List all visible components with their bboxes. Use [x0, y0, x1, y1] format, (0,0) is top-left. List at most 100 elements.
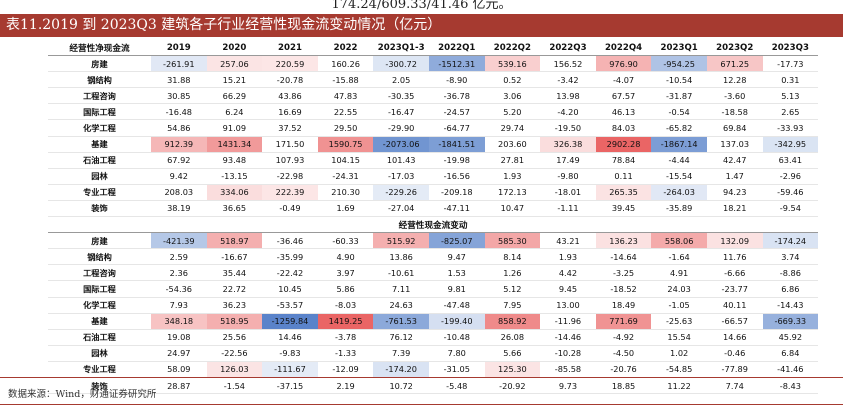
table-title: 表11.2019 到 2023Q3 建筑各子行业经营性现金流变动情况（亿元）: [0, 14, 843, 37]
data-row: 园林 24.97 -22.56 -9.83 -1.33 7.39 7.80 5.66 -10.2…: [48, 345, 819, 362]
cell: 91.09: [206, 119, 263, 137]
cell: -65.82: [651, 119, 707, 137]
data-row: 石油工程 19.08 25.56 14.46 -3.78 76.12 -10.48 26.08…: [48, 329, 819, 346]
column-header: 2022Q2: [484, 40, 541, 57]
cell: -3.25: [595, 264, 652, 282]
data-row: 基建 912.39 1431.34 171.50 1590.75 -2073.06 -184…: [48, 136, 819, 153]
cell: 6.86: [762, 280, 819, 298]
cell: -16.56: [428, 168, 485, 185]
cell: 39.45: [595, 200, 652, 218]
cell: -4.20: [540, 103, 596, 121]
cell: 5.86: [317, 280, 374, 298]
cell: 67.92: [151, 152, 207, 169]
cell: 16.69: [262, 103, 318, 121]
cell: 24.63: [373, 297, 429, 314]
cell: 6.24: [206, 103, 263, 121]
cell: -0.54: [651, 103, 707, 121]
cell: 136.23: [595, 232, 652, 250]
cell: 518.95: [206, 313, 263, 330]
cell: 208.03: [151, 184, 207, 201]
cell: -1.64: [651, 248, 707, 266]
cell: -5.48: [428, 377, 485, 395]
cell: 518.97: [206, 232, 263, 250]
cell: -20.78: [262, 71, 318, 89]
cell: 9.81: [428, 280, 485, 298]
cell: 1.93: [540, 248, 596, 266]
cell: -31.05: [428, 361, 485, 378]
cell: 10.45: [262, 280, 318, 298]
cell: 1.26: [484, 264, 541, 282]
cell: 67.57: [595, 87, 652, 105]
cell: 14.46: [262, 329, 318, 346]
cell: 203.60: [484, 136, 541, 153]
cell: 0.52: [484, 71, 541, 89]
cell: -47.48: [428, 297, 485, 314]
column-header: 2022Q1: [428, 40, 485, 57]
cell: -111.67: [262, 361, 318, 378]
section-row: 经营性现金流变动: [48, 216, 819, 234]
cell: 2902.28: [595, 136, 652, 153]
source: 数据来源：Wind，财通证券研究所: [8, 389, 157, 400]
cell: -10.61: [373, 264, 429, 282]
cell: -23.77: [706, 280, 763, 298]
cell: 5.66: [484, 345, 541, 362]
cell: 25.56: [206, 329, 263, 346]
cell: 7.95: [484, 297, 541, 314]
row-label: 工程咨询: [48, 87, 151, 105]
cell: 771.69: [595, 313, 652, 330]
cell: 9.73: [540, 377, 596, 395]
cell: 4.90: [317, 248, 374, 266]
row-label: 专业工程: [48, 184, 151, 201]
cell: -174.24: [762, 232, 819, 250]
cell: -421.39: [151, 232, 207, 250]
cell: 1419.25: [317, 313, 374, 330]
cell: -1512.31: [428, 55, 485, 73]
data-row: 园林 9.42 -13.15 -22.98 -24.31 -17.03 -16.56 1.93…: [48, 168, 819, 185]
cell: 35.44: [206, 264, 263, 282]
cell: -16.48: [151, 103, 207, 121]
top-fragment: 174.24/609.33/41.46 亿元。: [331, 0, 512, 12]
column-header: 2023Q3: [762, 40, 819, 57]
data-row: 钢结构 31.88 15.21 -20.78 -15.88 2.05 -8.90 0.52 -3…: [48, 71, 819, 89]
cell: -8.90: [428, 71, 485, 89]
cell: -174.20: [373, 361, 429, 378]
cell: 36.23: [206, 297, 263, 314]
column-header: 2022Q4: [595, 40, 652, 57]
row-label: 园林: [48, 168, 151, 185]
cell: 24.97: [151, 345, 207, 362]
cell: -22.56: [206, 345, 263, 362]
data-row: 专业工程 208.03 334.06 222.39 210.30 -229.26 -209.…: [48, 184, 819, 201]
cell: 63.41: [762, 152, 819, 169]
cell: -41.46: [762, 361, 819, 378]
cell: -18.52: [595, 280, 652, 298]
cell: -8.03: [317, 297, 374, 314]
cell: 125.30: [484, 361, 541, 378]
cell: -14.64: [595, 248, 652, 266]
cell: 93.48: [206, 152, 263, 169]
cell: 265.35: [595, 184, 652, 201]
cell: -30.35: [373, 87, 429, 105]
cell: 84.03: [595, 119, 652, 137]
cell: 11.22: [651, 377, 707, 395]
cell: 4.42: [540, 264, 596, 282]
column-header: 2023Q2: [706, 40, 763, 57]
cell: 210.30: [317, 184, 374, 201]
cell: -1.33: [317, 345, 374, 362]
cell: -25.63: [651, 313, 707, 330]
cell: -3.42: [540, 71, 596, 89]
cell: 10.72: [373, 377, 429, 395]
cell: 36.65: [206, 200, 263, 218]
cell: -1.54: [206, 377, 263, 395]
cell: -9.80: [540, 168, 596, 185]
cell: -14.46: [540, 329, 596, 346]
cell: -4.07: [595, 71, 652, 89]
data-row: 装饰 28.87 -1.54 -37.15 2.19 10.72 -5.48 -20.92 9.…: [48, 377, 819, 395]
cell: 9.47: [428, 248, 485, 266]
cell: 4.91: [651, 264, 707, 282]
cell: -11.96: [540, 313, 596, 330]
cell: -33.93: [762, 119, 819, 137]
cell: 5.13: [762, 87, 819, 105]
column-header: 2022Q3: [540, 40, 596, 57]
cell: -37.15: [262, 377, 318, 395]
cell: -36.46: [262, 232, 318, 250]
